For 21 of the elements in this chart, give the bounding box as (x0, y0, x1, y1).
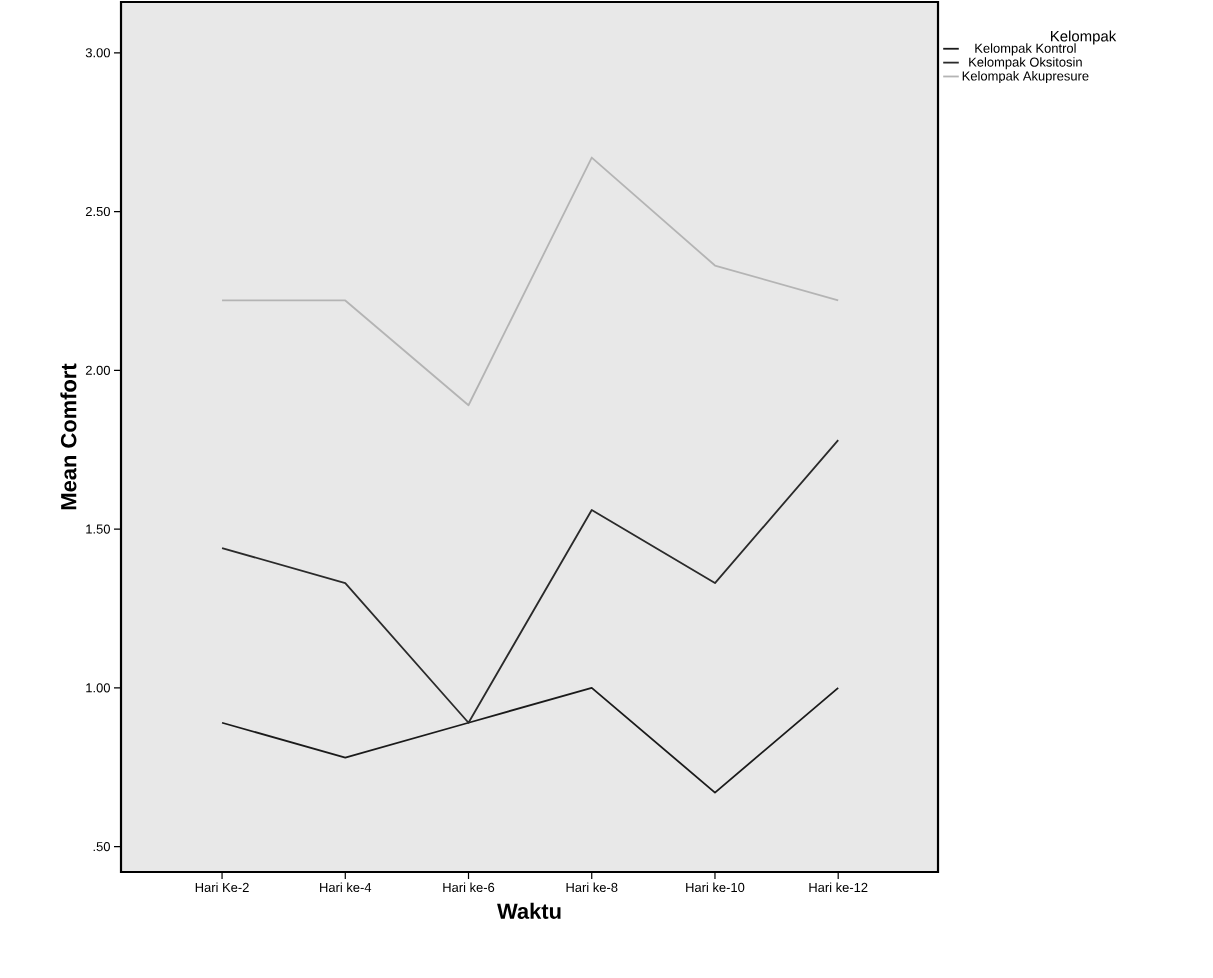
y-tick-label: 2.50 (85, 206, 110, 217)
line-series (221, 156, 840, 407)
y-tick-label: 1.00 (86, 683, 110, 693)
x-tick-label: Hari ke-8 (566, 882, 618, 893)
x-tick-label: Hari ke-12 (809, 882, 868, 893)
x-tick-label: Hari ke-6 (443, 882, 495, 893)
x-axis-title: Waktu (497, 902, 561, 919)
y-tick-label: 1.50 (86, 524, 110, 534)
line-series (221, 686, 840, 794)
line-series (221, 439, 840, 724)
legend-label: Kelompak Akupresure (962, 71, 1089, 84)
y-axis-title: Mean Comfort (60, 363, 77, 510)
y-tick-label: 2.00 (85, 365, 110, 375)
legend-label: Kelompak Oksitosin (969, 57, 1082, 70)
legend-title: Kelompak (1051, 30, 1117, 45)
y-tick-label: 3.00 (85, 48, 110, 58)
x-tick-label: Hari ke-4 (320, 882, 372, 893)
legend-label: Kelompak Kontrol (975, 43, 1076, 56)
y-tick-label: .50 (93, 841, 110, 852)
x-tick-label: Hari ke-10 (686, 882, 745, 893)
x-tick-label: Hari Ke-2 (195, 882, 249, 893)
